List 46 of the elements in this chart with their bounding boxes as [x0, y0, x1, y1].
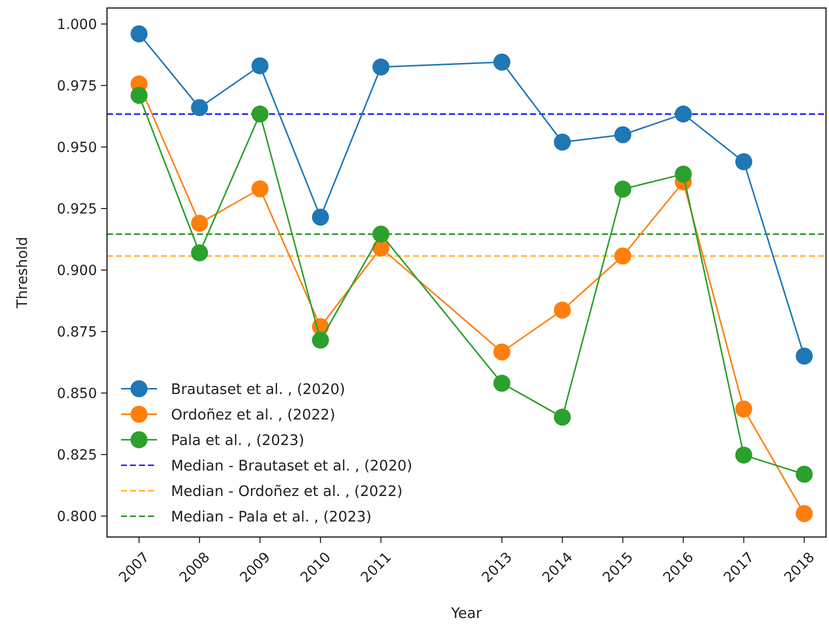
- point: [191, 99, 208, 116]
- y-tick-label: 0.850: [56, 386, 97, 402]
- legend-label: Ordoñez et al. , (2022): [171, 407, 336, 424]
- point: [372, 226, 390, 243]
- point: [130, 25, 148, 42]
- point: [735, 153, 752, 170]
- point: [796, 466, 813, 483]
- point: [735, 446, 752, 464]
- y-tick-label: 0.925: [56, 201, 97, 218]
- point: [674, 166, 692, 183]
- point: [614, 180, 632, 198]
- point: [554, 408, 571, 426]
- legend-label: Median - Brautaset et al. , (2020): [171, 458, 412, 474]
- point: [312, 208, 329, 226]
- legend-label: Brautaset et al. , (2020): [171, 382, 346, 398]
- point: [493, 374, 510, 392]
- y-tick-label: 0.900: [56, 262, 97, 279]
- y-tick-label: 0.825: [56, 447, 97, 464]
- point: [191, 244, 208, 262]
- point: [130, 86, 148, 104]
- point: [251, 180, 268, 198]
- point: [251, 106, 268, 123]
- point: [493, 54, 510, 71]
- legend-label: Median - Ordoñez et al. , (2022): [171, 484, 402, 500]
- point: [554, 134, 571, 151]
- legend-label: Median - Pala et al. , (2023): [171, 509, 372, 526]
- point: [372, 58, 390, 76]
- point: [614, 248, 632, 265]
- y-tick-label: 0.975: [56, 78, 97, 94]
- point: [735, 400, 752, 418]
- legend-label: Pala et al. , (2023): [171, 432, 304, 449]
- y-tick-label: 0.950: [56, 140, 97, 156]
- point: [191, 214, 208, 232]
- point: [796, 348, 813, 365]
- point: [796, 505, 813, 522]
- point: [554, 302, 571, 319]
- y-axis-title: Threshold: [15, 236, 31, 310]
- y-tick-label: 0.800: [56, 508, 97, 525]
- point: [614, 126, 632, 144]
- y-tick-label: 1.000: [56, 16, 97, 33]
- point: [251, 57, 268, 74]
- x-axis-title: Year: [450, 606, 482, 622]
- point: [493, 343, 510, 360]
- point: [674, 106, 692, 123]
- point: [312, 332, 329, 349]
- y-tick-label: 0.875: [56, 324, 97, 340]
